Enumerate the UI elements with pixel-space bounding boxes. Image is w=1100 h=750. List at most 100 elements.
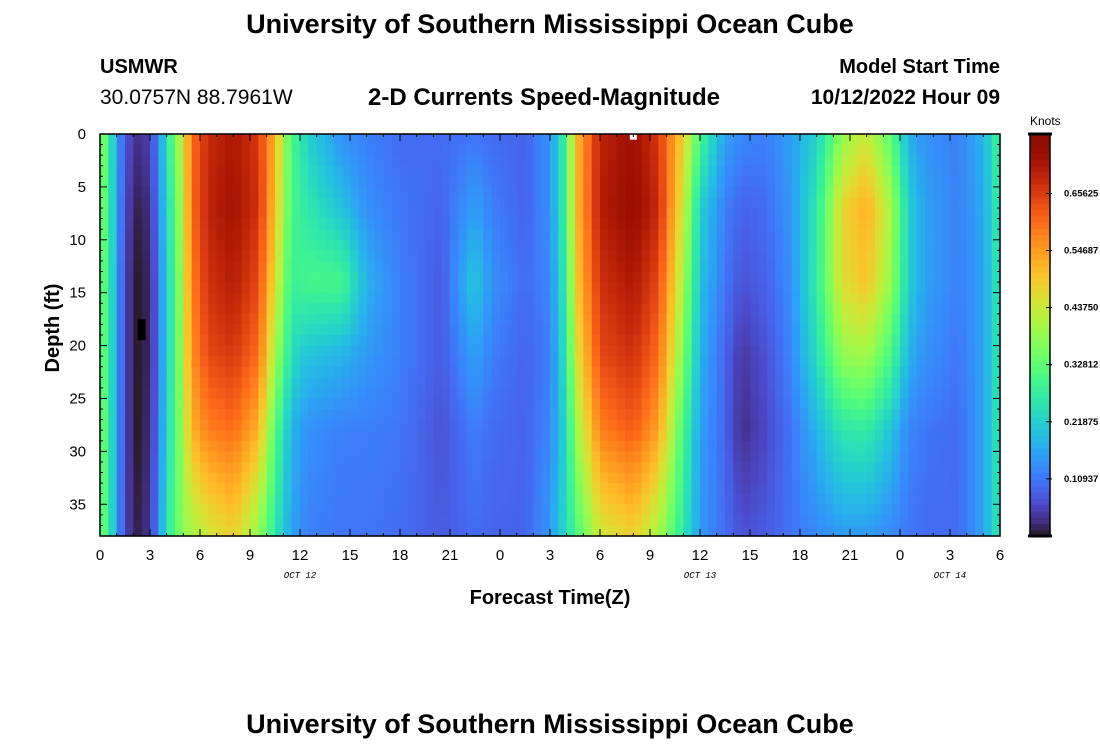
heatmap-cell: [158, 208, 168, 220]
heatmap-cell: [633, 292, 643, 304]
heatmap-cell: [808, 271, 818, 283]
heatmap-cell: [658, 324, 668, 336]
heatmap-cell: [125, 335, 134, 347]
heatmap-cell: [991, 292, 1001, 304]
heatmap-cell: [200, 208, 209, 220]
heatmap-cell: [566, 186, 576, 199]
heatmap-cell: [200, 292, 209, 304]
heatmap-cell: [483, 218, 493, 230]
heatmap-cell: [633, 387, 643, 400]
heatmap-cell: [116, 430, 126, 442]
heatmap-cell: [408, 134, 418, 146]
heatmap-cell: [508, 504, 518, 516]
heatmap-cell: [216, 186, 226, 199]
heatmap-cell: [483, 303, 493, 315]
heatmap-cell: [458, 504, 468, 516]
heatmap-cell: [666, 472, 676, 484]
heatmap-cell: [208, 356, 218, 368]
heatmap-cell: [666, 250, 676, 262]
heatmap-cell: [391, 345, 401, 357]
y-tick-label: 5: [78, 179, 86, 196]
heatmap-cell: [475, 398, 484, 410]
heatmap-cell: [425, 176, 434, 188]
heatmap-cell: [850, 324, 859, 336]
colorbar-swatch: [1030, 372, 1050, 380]
colorbar-swatch: [1030, 510, 1050, 518]
heatmap-cell: [350, 345, 359, 357]
heatmap-cell: [225, 303, 234, 315]
heatmap-cell: [983, 461, 993, 474]
heatmap-cell: [291, 366, 301, 378]
heatmap-cell: [750, 165, 759, 177]
heatmap-cell: [608, 398, 618, 410]
heatmap-cell: [358, 176, 368, 188]
heatmap-cell: [808, 165, 818, 177]
heatmap-cell: [841, 335, 851, 347]
heatmap-cell: [766, 345, 776, 357]
heatmap-cell: [250, 186, 259, 199]
heatmap-cell: [983, 303, 993, 315]
heatmap-cell: [583, 345, 593, 357]
heatmap-cell: [991, 472, 1001, 484]
heatmap-cell: [875, 250, 884, 262]
heatmap-cell: [500, 239, 509, 251]
heatmap-cell: [550, 366, 559, 378]
heatmap-cell: [908, 335, 918, 347]
heatmap-cell: [116, 451, 126, 463]
heatmap-cell: [350, 324, 359, 336]
heatmap-cell: [841, 493, 851, 505]
heatmap-cell: [508, 292, 518, 304]
heatmap-cell: [275, 282, 284, 294]
heatmap-cell: [933, 271, 943, 283]
heatmap-cell: [666, 144, 676, 156]
heatmap-cell: [158, 176, 168, 188]
heatmap-cell: [850, 461, 859, 474]
heatmap-cell: [191, 176, 201, 188]
heatmap-cell: [983, 525, 993, 537]
heatmap-cell: [208, 419, 218, 431]
heatmap-cell: [241, 197, 251, 209]
heatmap-cell: [383, 335, 393, 347]
heatmap-cell: [200, 155, 209, 167]
heatmap-cell: [608, 335, 618, 347]
heatmap-cell: [525, 525, 534, 537]
heatmap-cell: [708, 282, 718, 294]
heatmap-cell: [925, 472, 934, 484]
heatmap-cell: [433, 419, 443, 431]
heatmap-cell: [533, 197, 543, 209]
heatmap-cell: [450, 335, 459, 347]
heatmap-cell: [350, 504, 359, 516]
heatmap-cell: [941, 282, 951, 294]
heatmap-cell: [400, 197, 409, 209]
heatmap-cell: [166, 461, 176, 474]
heatmap-cell: [833, 356, 843, 368]
heatmap-cell: [908, 472, 918, 484]
heatmap-cell: [783, 208, 793, 220]
heatmap-cell: [925, 387, 934, 400]
heatmap-cell: [583, 451, 593, 463]
heatmap-cell: [750, 197, 759, 209]
heatmap-cell: [483, 208, 493, 220]
heatmap-cell: [408, 165, 418, 177]
heatmap-cell: [166, 377, 176, 389]
heatmap-cell: [550, 493, 559, 505]
heatmap-cell: [966, 324, 976, 336]
heatmap-cell: [741, 440, 751, 452]
heatmap-cell: [375, 260, 384, 273]
heatmap-cell: [741, 313, 751, 326]
heatmap-cell: [525, 377, 534, 389]
heatmap-cell: [108, 483, 118, 495]
heatmap-cell: [691, 514, 701, 527]
heatmap-cell: [291, 387, 301, 400]
heatmap-cell: [266, 292, 276, 304]
heatmap-cell: [566, 430, 576, 442]
heatmap-cell: [450, 144, 459, 156]
heatmap-cell: [833, 366, 843, 378]
heatmap-cell: [200, 324, 209, 336]
heatmap-cell: [575, 208, 584, 220]
heatmap-cell: [150, 335, 159, 347]
heatmap-cell: [441, 208, 451, 220]
heatmap-cell: [500, 451, 509, 463]
heatmap-cell: [433, 440, 443, 452]
heatmap-cell: [925, 398, 934, 410]
